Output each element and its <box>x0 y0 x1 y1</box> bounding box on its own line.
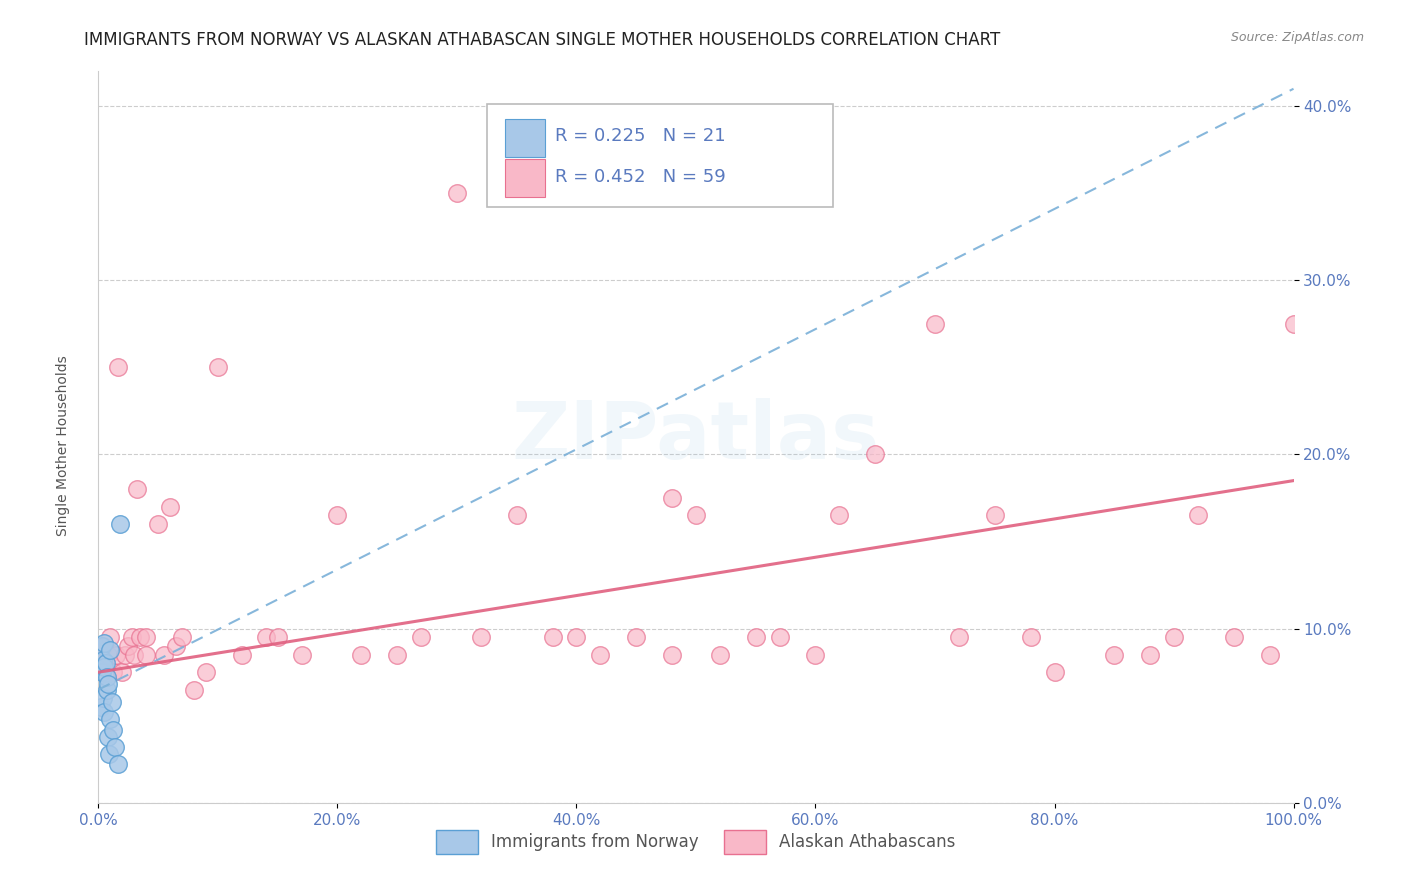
Point <box>195 665 218 680</box>
Point <box>148 517 170 532</box>
Point <box>1104 648 1126 662</box>
Point <box>385 648 409 662</box>
Point <box>91 653 114 667</box>
Point <box>91 639 114 653</box>
Point <box>107 757 129 772</box>
Text: R = 0.225   N = 21: R = 0.225 N = 21 <box>555 127 725 145</box>
Point <box>924 317 946 331</box>
Point <box>96 670 118 684</box>
Point <box>1223 631 1246 645</box>
Point <box>626 631 648 645</box>
Text: R = 0.452   N = 59: R = 0.452 N = 59 <box>555 169 725 186</box>
Point <box>93 705 115 719</box>
Point <box>984 508 1007 523</box>
Text: IMMIGRANTS FROM NORWAY VS ALASKAN ATHABASCAN SINGLE MOTHER HOUSEHOLDS CORRELATIO: IMMIGRANTS FROM NORWAY VS ALASKAN ATHABA… <box>84 31 1001 49</box>
Point <box>153 648 176 662</box>
Point <box>254 631 277 645</box>
Point <box>97 677 120 691</box>
Point <box>1187 508 1209 523</box>
Point <box>101 665 124 680</box>
Point <box>91 691 114 706</box>
Point <box>589 648 612 662</box>
Point <box>97 730 120 744</box>
Point <box>1043 665 1066 680</box>
Point <box>159 500 181 514</box>
Point <box>1282 317 1305 331</box>
Point <box>172 631 194 645</box>
Point <box>111 665 134 680</box>
Point <box>745 631 768 645</box>
Point <box>91 665 114 680</box>
FancyBboxPatch shape <box>505 119 546 157</box>
Point <box>207 360 229 375</box>
Point <box>565 631 588 645</box>
Point <box>661 491 683 505</box>
Point <box>93 639 115 653</box>
Point <box>104 740 127 755</box>
Point <box>804 648 827 662</box>
Point <box>326 508 349 523</box>
Legend: Immigrants from Norway, Alaskan Athabascans: Immigrants from Norway, Alaskan Athabasc… <box>430 823 962 860</box>
Point <box>1258 648 1281 662</box>
Point <box>124 648 146 662</box>
Point <box>114 648 136 662</box>
Point <box>96 682 118 697</box>
Point <box>828 508 851 523</box>
Point <box>661 648 683 662</box>
Point <box>100 695 122 709</box>
Point <box>98 747 121 761</box>
Point <box>231 648 253 662</box>
Point <box>948 631 970 645</box>
Point <box>93 660 115 674</box>
Point <box>105 648 128 662</box>
Point <box>411 631 433 645</box>
Point <box>506 508 529 523</box>
FancyBboxPatch shape <box>486 104 834 207</box>
Point <box>183 682 205 697</box>
Point <box>541 631 564 645</box>
Point <box>108 517 131 532</box>
Point <box>98 712 122 726</box>
Point <box>117 639 139 653</box>
Text: Source: ZipAtlas.com: Source: ZipAtlas.com <box>1230 31 1364 45</box>
Point <box>470 631 492 645</box>
Point <box>93 635 115 649</box>
FancyBboxPatch shape <box>505 159 546 197</box>
Text: Single Mother Households: Single Mother Households <box>56 356 70 536</box>
Point <box>267 631 290 645</box>
Point <box>768 631 790 645</box>
Point <box>1163 631 1185 645</box>
Point <box>165 639 187 653</box>
Point <box>1019 631 1042 645</box>
Point <box>121 631 143 645</box>
Point <box>107 360 129 375</box>
Point <box>97 648 120 662</box>
Point <box>90 700 112 714</box>
Point <box>709 648 731 662</box>
Point <box>98 642 122 657</box>
Point <box>446 186 468 201</box>
Point <box>135 631 157 645</box>
Point <box>865 448 887 462</box>
Point <box>125 483 148 497</box>
Point <box>98 631 122 645</box>
Point <box>94 657 117 671</box>
Text: ZIPatlas: ZIPatlas <box>512 398 880 476</box>
Point <box>291 648 314 662</box>
Point <box>135 648 157 662</box>
Point <box>685 508 707 523</box>
Point <box>129 631 152 645</box>
Point <box>1139 648 1161 662</box>
Point <box>101 723 124 737</box>
Point <box>350 648 373 662</box>
